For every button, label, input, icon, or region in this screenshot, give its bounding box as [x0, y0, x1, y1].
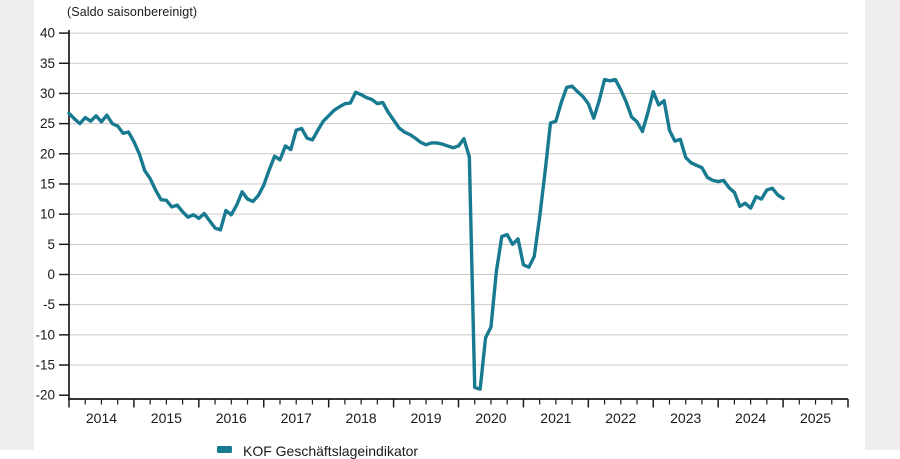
x-tick-label: 2015 [151, 410, 182, 426]
x-tick-label: 2023 [670, 410, 701, 426]
x-tick-label: 2018 [346, 410, 377, 426]
x-tick-label: 2017 [281, 410, 312, 426]
y-tick-label: 40 [40, 26, 55, 41]
y-tick-label: 35 [40, 56, 55, 71]
y-tick-label: 10 [40, 207, 55, 222]
x-tick-label: 2016 [216, 410, 247, 426]
page-margin-right [865, 0, 900, 450]
x-tick-label: 2021 [540, 410, 571, 426]
y-tick-label: -20 [35, 388, 55, 403]
y-tick-label: 0 [47, 267, 55, 282]
y-tick-label: -10 [35, 327, 55, 342]
x-tick-label: 2024 [735, 410, 766, 426]
y-tick-label: 25 [40, 116, 55, 131]
page-margin-left [0, 0, 34, 450]
chart-title: (Saldo saisonbereinigt) [67, 5, 198, 19]
y-tick-label: 5 [47, 237, 55, 252]
x-tick-label: 2019 [410, 410, 441, 426]
y-tick-label: -5 [43, 297, 55, 312]
x-tick-label: 2025 [800, 410, 831, 426]
x-tick-label: 2014 [86, 410, 117, 426]
y-tick-label: 20 [40, 146, 55, 161]
y-tick-label: 30 [40, 86, 55, 101]
x-tick-label: 2020 [475, 410, 506, 426]
x-tick-label: 2022 [605, 410, 636, 426]
legend-label: KOF Geschäftslageindikator [243, 443, 419, 459]
y-tick-label: -15 [35, 358, 55, 373]
chart-legend: KOF Geschäftslageindikator [217, 443, 418, 459]
y-tick-label: 15 [40, 176, 55, 191]
data-line-kof-gesch-ftslageindikator [67, 77, 785, 391]
